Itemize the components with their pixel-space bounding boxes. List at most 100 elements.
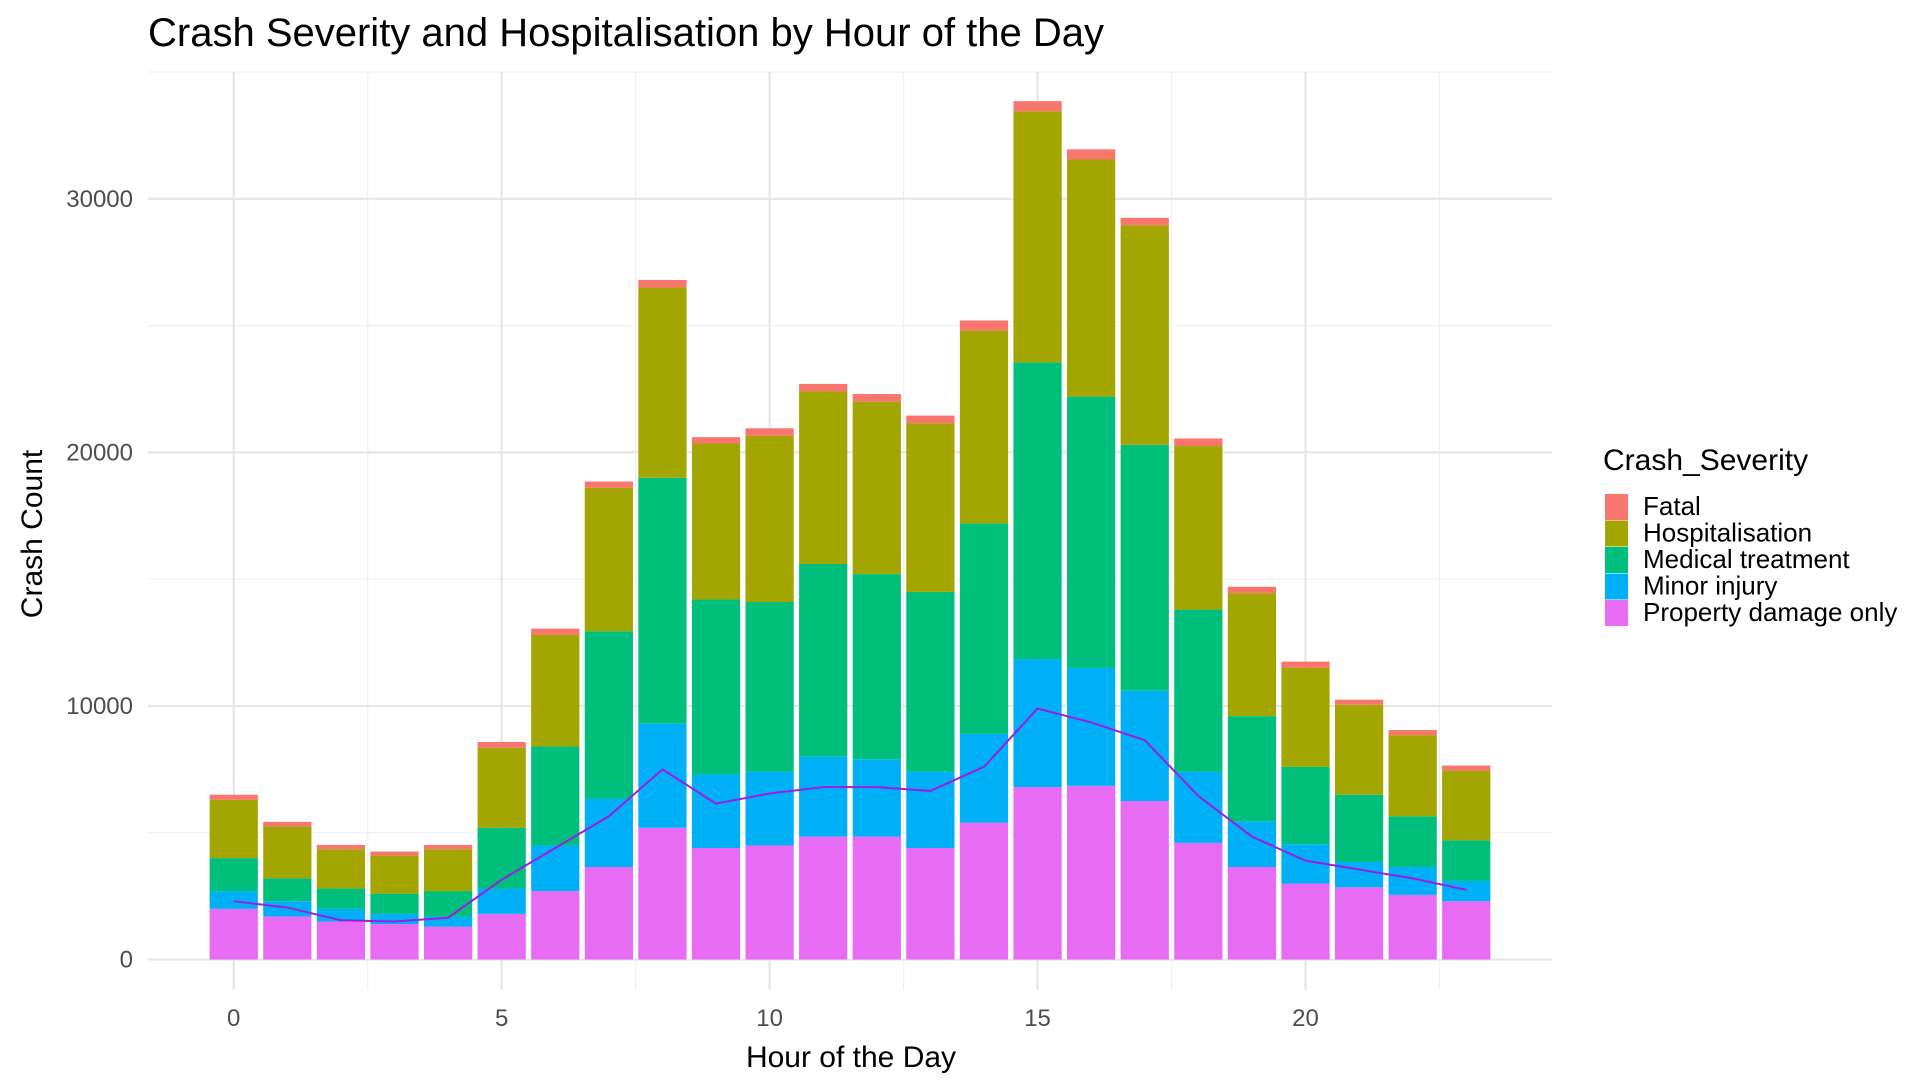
bar-segment [1120, 225, 1169, 445]
axes-layer: 0 5 10 15 20 0 10000 20000 30000 [66, 186, 1319, 1032]
bar-segment [316, 888, 366, 909]
bar-segment [1174, 842, 1223, 960]
bar-segment [1281, 661, 1330, 668]
bar-segment [799, 563, 848, 757]
bar-segment [691, 774, 741, 848]
bar-segment [1174, 771, 1223, 843]
bar-segment [906, 591, 955, 772]
legend-label: Minor injury [1643, 571, 1777, 601]
bar-segment [691, 847, 741, 960]
bar-segment [531, 628, 580, 635]
bar-segment [852, 574, 901, 760]
bar-segment [1334, 887, 1384, 960]
bar-segment [531, 746, 580, 846]
bar-segment [852, 836, 901, 960]
bar-segment [1120, 444, 1169, 691]
bar-segment [263, 916, 312, 960]
legend-swatch [1605, 573, 1628, 600]
x-tick-label: 20 [1292, 1005, 1319, 1032]
bar-segment [1442, 840, 1491, 881]
bar-segment [638, 477, 687, 724]
bar-segment [906, 415, 955, 424]
bar-segment [209, 908, 258, 960]
bar-segment [1388, 816, 1437, 868]
bar-segment [1120, 217, 1169, 226]
bar-segment [852, 759, 901, 837]
bar-segment [477, 747, 526, 828]
chart-title: Crash Severity and Hospitalisation by Ho… [148, 11, 1104, 55]
bar-segment [799, 391, 848, 564]
bar-segment [1334, 699, 1384, 705]
x-tick-label: 5 [495, 1005, 508, 1032]
bar-segment [1120, 801, 1169, 960]
bar-segment [370, 893, 419, 914]
bar-segment [691, 437, 741, 444]
bar-segment [638, 279, 687, 288]
bar-segment [959, 523, 1009, 734]
bar-segment [531, 845, 580, 892]
bar-segment [1388, 730, 1437, 736]
bar-segment [1067, 149, 1116, 160]
bar-segment [1174, 438, 1223, 447]
bar-segment [263, 878, 312, 902]
x-axis-title: Hour of the Day [746, 1041, 956, 1074]
legend-label: Fatal [1643, 491, 1701, 521]
bar-segment [745, 771, 794, 846]
bar-segment [1174, 446, 1223, 610]
x-tick-label: 0 [227, 1005, 240, 1032]
bar-segment [745, 428, 794, 436]
bar-segment [1120, 690, 1169, 802]
bar-segment [745, 845, 794, 960]
bar-segment [1013, 101, 1062, 112]
bar-segment [584, 631, 633, 799]
bar-segment [584, 487, 633, 632]
bar-segment [1281, 883, 1330, 960]
y-axis-title: Crash Count [16, 449, 49, 618]
bar-segment [316, 844, 366, 850]
bar-segment [1388, 735, 1437, 817]
bar-segment [799, 756, 848, 837]
y-tick-label: 30000 [66, 186, 133, 213]
legend-label: Medical treatment [1643, 544, 1850, 574]
bar-segment [1281, 667, 1330, 767]
bar-segment [584, 481, 633, 488]
bar-segment [263, 901, 312, 917]
bar-segment [423, 926, 473, 960]
bar-segment [209, 794, 258, 800]
bar-segment [1227, 867, 1277, 960]
bar-segment [531, 634, 580, 747]
bar-segment [1227, 716, 1277, 822]
bar-segment [1067, 396, 1116, 668]
bar-segment [959, 330, 1009, 524]
bar-segment [1013, 362, 1062, 660]
bar-segment [209, 891, 258, 909]
bar-segment [209, 799, 258, 859]
bar-segment [423, 849, 473, 892]
bar-segment [584, 798, 633, 868]
bar-segment [1388, 894, 1437, 960]
bar-segment [1013, 787, 1062, 960]
legend: Crash_Severity FatalHospitalisationMedic… [1603, 444, 1897, 627]
x-tick-label: 15 [1024, 1005, 1051, 1032]
legend-swatch [1605, 547, 1628, 573]
bar-segment [1227, 586, 1277, 594]
bar-segment [691, 599, 741, 775]
bar-segment [370, 913, 419, 925]
bar-segment [1067, 159, 1116, 397]
bar-segment [209, 858, 258, 892]
bar-segment [477, 888, 526, 914]
bar-segment [638, 287, 687, 478]
bar-segment [906, 423, 955, 592]
bar-segment [423, 844, 473, 850]
bar-segment [477, 913, 526, 960]
bar-segment [1067, 785, 1116, 960]
bar-segment [1067, 667, 1116, 786]
bar-segment [1442, 770, 1491, 841]
bar-segment [745, 435, 794, 603]
bar-segment [1227, 593, 1277, 717]
legend-label: Property damage only [1643, 597, 1897, 627]
bar-segment [1013, 111, 1062, 363]
